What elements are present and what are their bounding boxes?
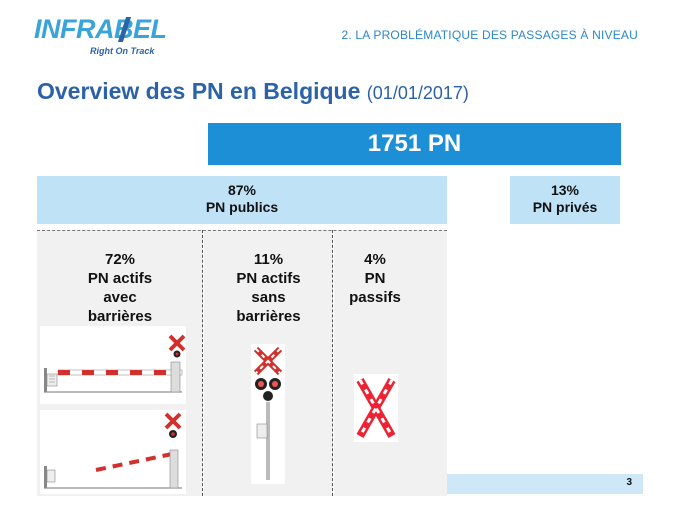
page-title-date: (01/01/2017) [366, 83, 469, 103]
category-line: passifs [349, 289, 401, 306]
category-active-no-barriers-text: 11% PN actifs sans barrières [204, 250, 333, 326]
category-line: PN [364, 270, 386, 287]
logo-tagline: Right On Track [90, 46, 155, 56]
category-passive-panel [334, 230, 447, 496]
passive-cross-sign-image [354, 374, 398, 442]
category-line: barrières [236, 308, 301, 325]
section-title: 2. LA PROBLÉMATIQUE DES PASSAGES À NIVEA… [341, 28, 638, 42]
category-passive-text: 4% PN passifs [340, 250, 410, 307]
total-count-box: 1751 PN [208, 123, 621, 165]
category-line: sans [251, 289, 286, 306]
category-line: PN actifs [236, 270, 301, 287]
category-line: PN actifs [87, 270, 153, 287]
private-label: PN privés [532, 199, 598, 215]
category-percent: 11% [253, 251, 284, 268]
page-number: 3 [626, 477, 632, 488]
public-label: PN publics [205, 199, 279, 215]
private-percent: 13% [550, 182, 580, 198]
private-pn-box: 13% PN privés [510, 176, 620, 224]
barrier-crossing-image [40, 410, 186, 494]
category-line: barrières [87, 308, 153, 325]
footer-bar [447, 474, 643, 494]
page-title: Overview des PN en Belgique (01/01/2017) [37, 78, 469, 105]
public-pn-box: 87% PN publics [37, 176, 447, 224]
category-active-barriers-text: 72% PN actifs avec barrières [37, 250, 203, 326]
st-andrews-cross-signal-image [251, 344, 285, 484]
page-title-main: Overview des PN en Belgique [37, 78, 361, 104]
logo-text: INFRABEL [34, 14, 167, 44]
category-line: avec [103, 289, 137, 306]
category-divider-line [37, 230, 447, 231]
barrier-crossing-image [40, 326, 186, 404]
category-percent: 4% [364, 251, 386, 268]
category-percent: 72% [104, 251, 136, 268]
public-percent: 87% [227, 182, 257, 198]
infrabel-logo: INFRABEL Right On Track [34, 14, 194, 60]
